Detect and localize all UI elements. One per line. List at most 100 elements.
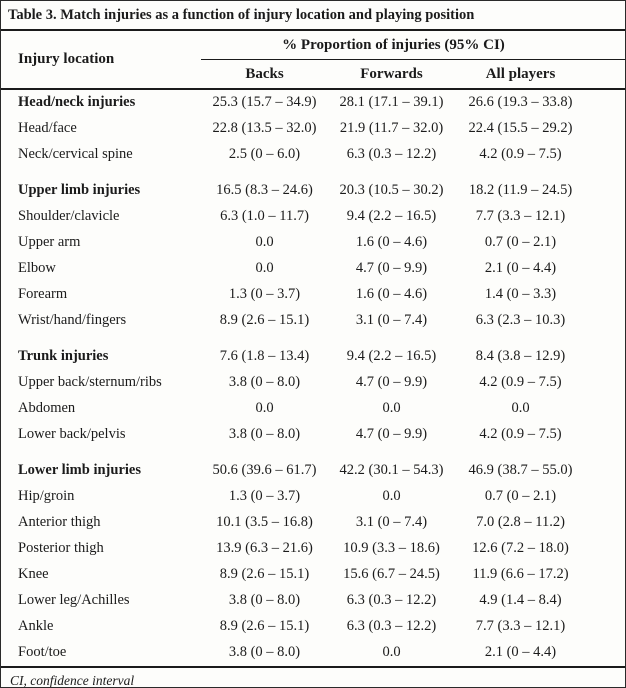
row-value: 6.3 (0.3 – 12.2) (346, 146, 437, 162)
table-row: Head/neck injuries 25.3 (15.7 – 34.9) 28… (1, 89, 625, 116)
table-row: Trunk injuries 7.6 (1.8 – 13.4) 9.4 (2.2… (1, 334, 625, 370)
table-row: Lower limb injuries 50.6 (39.6 – 61.7) 4… (1, 448, 625, 484)
row-value: 4.2 (0.9 – 7.5) (479, 374, 562, 390)
table-row: Posterior thigh 13.9 (6.3 – 21.6) 10.9 (… (1, 536, 625, 562)
column-header-forwards: Forwards (328, 59, 455, 90)
table-row: Anterior thigh 10.1 (3.5 – 16.8) 3.1 (0 … (1, 510, 625, 536)
row-value: 6.3 (1.0 – 11.7) (220, 208, 309, 224)
row-value: 10.1 (3.5 – 16.8) (216, 514, 313, 530)
row-value: 1.3 (0 – 3.7) (228, 286, 301, 302)
row-label: Foot/toe (18, 644, 67, 660)
row-label: Head/neck injuries (18, 94, 136, 110)
row-value: 11.9 (6.6 – 17.2) (472, 566, 569, 582)
row-value: 22.8 (13.5 – 32.0) (212, 120, 317, 136)
row-value: 26.6 (19.3 – 33.8) (468, 94, 573, 110)
group-header-row: Injury location % Proportion of injuries… (1, 31, 625, 90)
table-row: Lower leg/Achilles 3.8 (0 – 8.0) 6.3 (0.… (1, 588, 625, 614)
column-header-all-players: All players (455, 59, 625, 90)
table-row: Upper limb injuries 16.5 (8.3 – 24.6) 20… (1, 168, 625, 204)
row-value: 0.0 (382, 644, 401, 660)
row-value: 4.7 (0 – 9.9) (355, 426, 428, 442)
row-value: 4.7 (0 – 9.9) (355, 374, 428, 390)
row-label: Posterior thigh (18, 540, 104, 556)
row-value: 4.9 (1.4 – 8.4) (479, 592, 562, 608)
row-value: 50.6 (39.6 – 61.7) (212, 462, 317, 478)
injuries-table: Injury location % Proportion of injuries… (1, 31, 625, 666)
row-value: 8.9 (2.6 – 15.1) (219, 312, 310, 328)
row-value: 25.3 (15.7 – 34.9) (212, 94, 317, 110)
column-header-backs: Backs (201, 59, 328, 90)
row-value: 0.0 (255, 234, 274, 250)
table-row: Wrist/hand/fingers 8.9 (2.6 – 15.1) 3.1 … (1, 308, 625, 334)
row-value: 8.4 (3.8 – 12.9) (475, 348, 566, 364)
row-label: Trunk injuries (18, 348, 109, 364)
row-value: 1.4 (0 – 3.3) (484, 286, 557, 302)
row-value: 8.9 (2.6 – 15.1) (219, 618, 310, 634)
table-footnote: CI, confidence interval (1, 666, 625, 687)
row-value: 2.1 (0 – 4.4) (484, 644, 557, 660)
table-row: Upper arm 0.0 1.6 (0 – 4.6) 0.7 (0 – 2.1… (1, 230, 625, 256)
table-title: Table 3. Match injuries as a function of… (1, 1, 625, 31)
row-value: 0.0 (511, 400, 530, 416)
row-label: Hip/groin (18, 488, 75, 504)
row-value: 3.8 (0 – 8.0) (228, 426, 301, 442)
row-value: 7.7 (3.3 – 12.1) (475, 208, 566, 224)
proportion-group-header: % Proportion of injuries (95% CI) (201, 31, 625, 60)
row-value: 6.3 (2.3 – 10.3) (475, 312, 566, 328)
table-row: Hip/groin 1.3 (0 – 3.7) 0.0 0.7 (0 – 2.1… (1, 484, 625, 510)
row-label: Knee (18, 566, 49, 582)
row-value: 22.4 (15.5 – 29.2) (468, 120, 573, 136)
table-row: Foot/toe 3.8 (0 – 8.0) 0.0 2.1 (0 – 4.4) (1, 640, 625, 666)
row-value: 20.3 (10.5 – 30.2) (339, 182, 444, 198)
row-value: 12.6 (7.2 – 18.0) (472, 540, 569, 556)
row-value: 7.0 (2.8 – 11.2) (476, 514, 565, 530)
row-value: 46.9 (38.7 – 55.0) (468, 462, 573, 478)
row-value: 9.4 (2.2 – 16.5) (346, 208, 437, 224)
row-value: 3.1 (0 – 7.4) (355, 514, 428, 530)
row-value: 18.2 (11.9 – 24.5) (468, 182, 573, 198)
row-label: Anterior thigh (18, 514, 101, 530)
table-header: Injury location % Proportion of injuries… (1, 31, 625, 90)
table-row: Upper back/sternum/ribs 3.8 (0 – 8.0) 4.… (1, 370, 625, 396)
table-row: Shoulder/clavicle 6.3 (1.0 – 11.7) 9.4 (… (1, 204, 625, 230)
table-row: Head/face 22.8 (13.5 – 32.0) 21.9 (11.7 … (1, 116, 625, 142)
row-value: 1.3 (0 – 3.7) (228, 488, 301, 504)
row-value: 1.6 (0 – 4.6) (355, 234, 428, 250)
row-value: 13.9 (6.3 – 21.6) (216, 540, 313, 556)
row-label: Wrist/hand/fingers (18, 312, 127, 328)
row-value: 0.0 (382, 400, 401, 416)
row-value: 0.0 (382, 488, 401, 504)
row-label: Lower back/pelvis (18, 426, 126, 442)
table-row: Ankle 8.9 (2.6 – 15.1) 6.3 (0.3 – 12.2) … (1, 614, 625, 640)
table-body: Head/neck injuries 25.3 (15.7 – 34.9) 28… (1, 89, 625, 666)
table-row: Forearm 1.3 (0 – 3.7) 1.6 (0 – 4.6) 1.4 … (1, 282, 625, 308)
row-value: 0.7 (0 – 2.1) (484, 488, 557, 504)
column-header-row: Backs Forwards All players (1, 59, 625, 90)
row-value: 16.5 (8.3 – 24.6) (216, 182, 313, 198)
row-value: 10.9 (3.3 – 18.6) (343, 540, 440, 556)
row-value: 3.8 (0 – 8.0) (228, 592, 301, 608)
row-value: 0.7 (0 – 2.1) (484, 234, 557, 250)
row-value: 3.8 (0 – 8.0) (228, 644, 301, 660)
row-value: 2.5 (0 – 6.0) (228, 146, 301, 162)
row-value: 3.8 (0 – 8.0) (228, 374, 301, 390)
row-value: 28.1 (17.1 – 39.1) (339, 94, 444, 110)
row-value: 6.3 (0.3 – 12.2) (346, 618, 437, 634)
row-label: Forearm (18, 286, 68, 302)
table-row: Knee 8.9 (2.6 – 15.1) 15.6 (6.7 – 24.5) … (1, 562, 625, 588)
row-label: Upper back/sternum/ribs (18, 374, 162, 390)
row-label: Elbow (18, 260, 56, 276)
row-label: Ankle (18, 618, 54, 634)
row-value: 6.3 (0.3 – 12.2) (346, 592, 437, 608)
row-value: 0.0 (255, 400, 274, 416)
table-row: Abdomen 0.0 0.0 0.0 (1, 396, 625, 422)
row-value: 0.0 (255, 260, 274, 276)
row-label: Shoulder/clavicle (18, 208, 120, 224)
row-value: 4.7 (0 – 9.9) (355, 260, 428, 276)
row-value: 4.2 (0.9 – 7.5) (479, 146, 562, 162)
row-label: Lower limb injuries (18, 462, 141, 478)
table-row: Elbow 0.0 4.7 (0 – 9.9) 2.1 (0 – 4.4) (1, 256, 625, 282)
row-value: 21.9 (11.7 – 32.0) (339, 120, 444, 136)
row-value: 15.6 (6.7 – 24.5) (343, 566, 440, 582)
